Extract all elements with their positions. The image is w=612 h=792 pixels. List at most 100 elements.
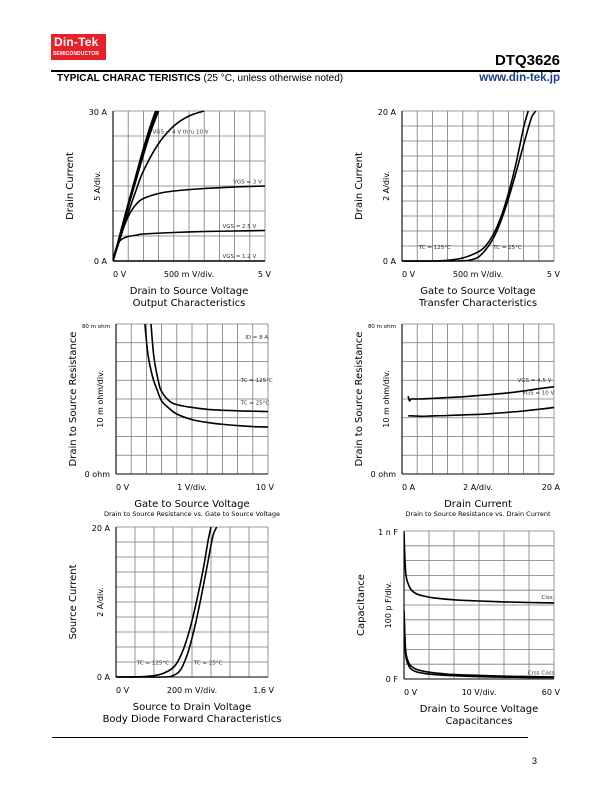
- grid: [401, 110, 555, 262]
- annotation-label: Coss: [542, 671, 555, 677]
- section-title: TYPICAL CHARAC TERISTICS (25 °C, unless …: [57, 73, 343, 84]
- grid: [115, 323, 269, 475]
- y-axis-title: Drain to Source Resistance: [354, 332, 365, 467]
- header-rule: [51, 70, 560, 72]
- y-div-label: 2 A/div.: [382, 171, 391, 201]
- chart-subtitle: Transfer Characteristics: [418, 298, 537, 309]
- y-axis-title: Source Current: [68, 564, 79, 639]
- y-min-label: 0 A: [97, 673, 111, 682]
- website-link[interactable]: www.din-tek.jp: [479, 72, 560, 84]
- y-axis-title: Drain Current: [65, 152, 76, 220]
- annotation-label: VGS = 10 V: [522, 390, 554, 396]
- annotation-label: TC = 125°C: [136, 660, 169, 666]
- x-div-label: 1 V/div.: [177, 483, 207, 492]
- x-div-label: 500 m V/div.: [453, 270, 503, 279]
- chart-subtitle: Output Characteristics: [133, 298, 246, 309]
- x-min-label: 0 V: [113, 270, 127, 279]
- annotation-label: Ciss: [542, 595, 553, 601]
- logo-subtitle: SEMICONDUCTOR: [53, 51, 99, 57]
- annotation-label: TC = 125°C: [240, 378, 273, 384]
- x-min-label: 0 V: [116, 483, 130, 492]
- annotation-label: ID = 8 A: [245, 335, 268, 341]
- chart-transfer: TC = 125°C TC = 25°C 20 A 0 A 0 V 500 m V/div…: [354, 108, 561, 309]
- series-line-tc-125-c: [150, 323, 269, 413]
- x-div-label: 10 V/div.: [462, 688, 497, 697]
- series-line-vgs-4-5-v: [407, 386, 555, 402]
- x-max-label: 20 A: [542, 483, 561, 492]
- chart-title: Drain to Source Voltage: [130, 286, 249, 297]
- chart-capacitance: Ciss Crss Coss 1 n F 0 F 0 V 10 V/div. 60 VDrai…: [356, 528, 561, 727]
- y-div-label: 10 m ohm/div.: [96, 370, 105, 427]
- x-min-label: 0 A: [402, 483, 416, 492]
- x-max-label: 60 V: [542, 688, 561, 697]
- x-min-label: 0 V: [402, 270, 416, 279]
- series-line-ciss: [404, 532, 555, 604]
- x-max-label: 1.6 V: [253, 686, 274, 695]
- annotation-label: VGS = 1.2 V: [222, 254, 256, 260]
- logo-brand: Din-Tek: [54, 35, 99, 49]
- y-div-label: 10 m ohm/div.: [382, 370, 391, 427]
- y-min-label: 0 A: [94, 257, 108, 266]
- chart-rds-vgs: ID = 8 A TC = 125°C TC = 25°C 80 m ohm 0 ohm…: [68, 323, 280, 518]
- annotation-label: VGS = 4 V thru 10 V: [153, 130, 209, 136]
- y-min-label: 0 ohm: [371, 470, 397, 479]
- grid: [115, 526, 269, 678]
- series-line-tc-25-c: [402, 110, 537, 262]
- series-line-tc-25-c: [116, 526, 218, 678]
- annotation-label: VGS = 3 V: [233, 180, 262, 186]
- chart-subtitle: Drain to Source Resistance vs. Drain Cur…: [405, 510, 551, 518]
- x-max-label: 10 V: [256, 483, 275, 492]
- annotation-label: VGS = 4.5 V: [518, 378, 552, 384]
- series-line-vgs-3-v: [113, 185, 266, 262]
- y-max-label: 20 A: [92, 524, 111, 533]
- section-title-bold: TYPICAL CHARAC TERISTICS: [57, 73, 201, 84]
- y-max-label: 80 m ohm: [368, 324, 396, 330]
- series-line-vgs-2-5-v: [113, 229, 266, 262]
- annotation-label: Crss: [528, 671, 540, 677]
- chart-body-diode: TC = 125°C TC = 25°C 20 A 0 A 0 V 200 m V/div…: [68, 524, 281, 725]
- chart-subtitle: Drain to Source Resistance vs. Gate to S…: [104, 510, 280, 518]
- page-number: 3: [532, 756, 538, 766]
- y-max-label: 80 m ohm: [82, 324, 110, 330]
- x-min-label: 0 V: [116, 686, 130, 695]
- x-max-label: 5 V: [258, 270, 272, 279]
- annotation-label: VGS = 2.5 V: [222, 224, 256, 230]
- y-max-label: 30 A: [89, 108, 108, 117]
- series-line-crss: [404, 612, 555, 679]
- annotation-label: TC = 25°C: [492, 245, 522, 251]
- chart-title: Drain to Source Voltage: [420, 704, 539, 715]
- series-line-tc-125-c: [116, 526, 212, 678]
- annotation-label: TC = 25°C: [193, 660, 223, 666]
- footer-rule: [52, 737, 528, 738]
- series-line-tc-25-c: [144, 323, 269, 428]
- y-axis-title: Drain Current: [354, 152, 365, 220]
- section-title-note: (25 °C, unless otherwise noted): [200, 73, 344, 84]
- y-div-label: 2 A/div.: [96, 587, 105, 617]
- y-axis-title: Capacitance: [356, 574, 367, 636]
- y-max-label: 1 n F: [378, 528, 398, 537]
- y-div-label: 100 p F/div.: [384, 582, 393, 629]
- y-max-label: 20 A: [378, 108, 397, 117]
- y-min-label: 0 A: [383, 257, 397, 266]
- chart-rds-id: VGS = 4.5 V VGS = 10 V 80 m ohm 0 ohm 0 A 2 A…: [354, 323, 561, 518]
- y-div-label: 5 A/div.: [93, 171, 102, 201]
- y-min-label: 0 ohm: [85, 470, 111, 479]
- chart-output: VGS = 4 V thru 10 V VGS = 3 V VGS = 2.5 V V…: [65, 108, 272, 309]
- y-min-label: 0 F: [386, 675, 399, 684]
- x-max-label: 5 V: [547, 270, 561, 279]
- annotation-label: TC = 125°C: [418, 245, 451, 251]
- chart-title: Source to Drain Voltage: [133, 702, 252, 713]
- x-div-label: 500 m V/div.: [164, 270, 214, 279]
- chart-title: Gate to Source Voltage: [420, 286, 535, 297]
- grid: [403, 530, 555, 680]
- x-div-label: 200 m V/div.: [167, 686, 217, 695]
- part-number: DTQ3626: [494, 52, 560, 69]
- chart-subtitle: Body Diode Forward Characteristics: [103, 714, 282, 725]
- din-tek-logo: Din-Tek SEMICONDUCTOR: [51, 34, 106, 60]
- y-axis-title: Drain to Source Resistance: [68, 332, 79, 467]
- series-line-vgs-10-v: [408, 406, 555, 418]
- x-div-label: 2 A/div.: [463, 483, 493, 492]
- chart-subtitle: Capacitances: [445, 716, 512, 727]
- x-min-label: 0 V: [404, 688, 418, 697]
